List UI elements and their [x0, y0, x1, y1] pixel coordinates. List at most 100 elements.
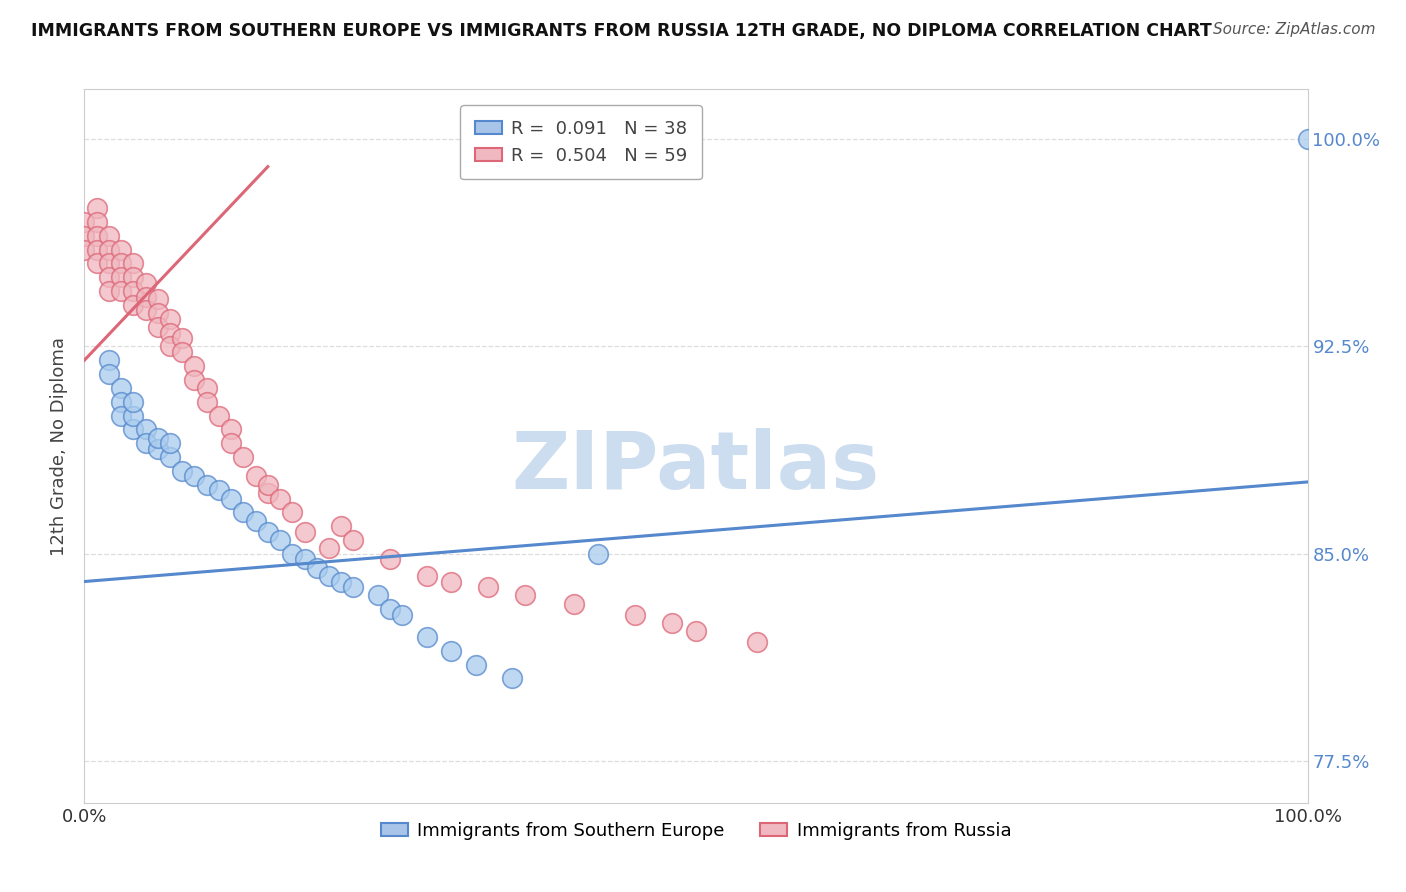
- Point: [269, 491, 291, 506]
- Point: [135, 276, 157, 290]
- Point: [122, 394, 145, 409]
- Point: [159, 311, 181, 326]
- Point: [73, 228, 96, 243]
- Point: [661, 615, 683, 630]
- Point: [624, 607, 647, 622]
- Point: [110, 284, 132, 298]
- Point: [183, 373, 205, 387]
- Point: [86, 243, 108, 257]
- Point: [342, 580, 364, 594]
- Point: [146, 306, 169, 320]
- Point: [208, 409, 231, 423]
- Point: [97, 256, 120, 270]
- Point: [97, 228, 120, 243]
- Point: [232, 505, 254, 519]
- Point: [305, 560, 328, 574]
- Point: [86, 256, 108, 270]
- Point: [122, 270, 145, 285]
- Point: [380, 602, 402, 616]
- Legend: Immigrants from Southern Europe, Immigrants from Russia: Immigrants from Southern Europe, Immigra…: [374, 815, 1018, 847]
- Point: [86, 228, 108, 243]
- Point: [73, 243, 96, 257]
- Point: [257, 524, 280, 539]
- Point: [318, 541, 340, 556]
- Point: [159, 436, 181, 450]
- Point: [685, 624, 707, 639]
- Point: [122, 256, 145, 270]
- Point: [172, 331, 194, 345]
- Point: [146, 320, 169, 334]
- Point: [97, 367, 120, 381]
- Point: [135, 422, 157, 436]
- Point: [208, 483, 231, 498]
- Point: [183, 359, 205, 373]
- Point: [146, 431, 169, 445]
- Text: IMMIGRANTS FROM SOUTHERN EUROPE VS IMMIGRANTS FROM RUSSIA 12TH GRADE, NO DIPLOMA: IMMIGRANTS FROM SOUTHERN EUROPE VS IMMIG…: [31, 22, 1212, 40]
- Point: [159, 326, 181, 340]
- Point: [747, 635, 769, 649]
- Point: [342, 533, 364, 547]
- Text: ZIPatlas: ZIPatlas: [512, 428, 880, 507]
- Point: [122, 409, 145, 423]
- Text: Source: ZipAtlas.com: Source: ZipAtlas.com: [1212, 22, 1375, 37]
- Point: [97, 270, 120, 285]
- Point: [195, 381, 218, 395]
- Point: [257, 477, 280, 491]
- Point: [586, 547, 609, 561]
- Point: [219, 422, 242, 436]
- Point: [330, 519, 353, 533]
- Point: [172, 345, 194, 359]
- Point: [135, 303, 157, 318]
- Point: [195, 394, 218, 409]
- Point: [110, 381, 132, 395]
- Point: [416, 630, 439, 644]
- Point: [110, 243, 132, 257]
- Point: [502, 671, 524, 685]
- Point: [294, 524, 316, 539]
- Point: [86, 201, 108, 215]
- Point: [380, 552, 402, 566]
- Point: [135, 436, 157, 450]
- Point: [464, 657, 486, 672]
- Point: [219, 491, 242, 506]
- Point: [183, 469, 205, 483]
- Point: [146, 293, 169, 307]
- Point: [416, 569, 439, 583]
- Point: [195, 477, 218, 491]
- Point: [513, 588, 536, 602]
- Point: [281, 547, 304, 561]
- Point: [440, 574, 463, 589]
- Point: [97, 353, 120, 368]
- Point: [219, 436, 242, 450]
- Point: [245, 514, 267, 528]
- Point: [97, 284, 120, 298]
- Y-axis label: 12th Grade, No Diploma: 12th Grade, No Diploma: [51, 336, 69, 556]
- Point: [477, 580, 499, 594]
- Point: [135, 290, 157, 304]
- Point: [245, 469, 267, 483]
- Point: [281, 505, 304, 519]
- Point: [318, 569, 340, 583]
- Point: [73, 215, 96, 229]
- Point: [294, 552, 316, 566]
- Point: [146, 442, 169, 456]
- Point: [110, 409, 132, 423]
- Point: [562, 597, 585, 611]
- Point: [1296, 132, 1319, 146]
- Point: [122, 422, 145, 436]
- Point: [269, 533, 291, 547]
- Point: [110, 394, 132, 409]
- Point: [159, 450, 181, 464]
- Point: [257, 486, 280, 500]
- Point: [232, 450, 254, 464]
- Point: [110, 270, 132, 285]
- Point: [97, 243, 120, 257]
- Point: [122, 284, 145, 298]
- Point: [122, 298, 145, 312]
- Point: [391, 607, 413, 622]
- Point: [172, 464, 194, 478]
- Point: [159, 339, 181, 353]
- Point: [110, 256, 132, 270]
- Point: [440, 643, 463, 657]
- Point: [86, 215, 108, 229]
